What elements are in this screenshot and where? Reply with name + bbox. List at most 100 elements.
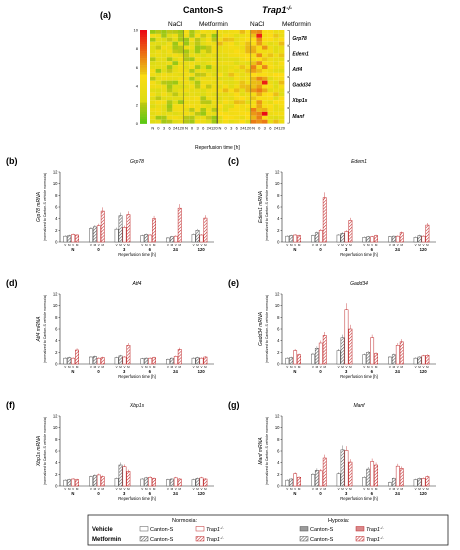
y-axis-sublabel: (normalized to Canton-S vehicle normoxia…: [265, 417, 269, 485]
colorbar-step: [140, 90, 147, 94]
heatmap-cell: [155, 100, 162, 105]
heatmap-cell: [250, 37, 257, 42]
heatmap-cell: [155, 119, 162, 124]
heatmap-cell: [228, 65, 234, 69]
heatmap-cell: [161, 30, 167, 34]
heatmap-cell: [222, 30, 229, 34]
bar-24-0: [388, 482, 392, 487]
heatmap-cell: [273, 45, 279, 50]
heatmap-gene-labels: Grp78 Edem1 Atf4 Gadd34 Xbp1s Manf: [287, 30, 311, 124]
heatmap-cell: [278, 111, 285, 116]
heatmap-cell: [256, 61, 262, 66]
heatmap-cell: [267, 80, 274, 85]
bar-treatment-label: M: [298, 243, 301, 247]
panel-title: Gadd34: [350, 281, 368, 287]
heatmap-cell: [239, 76, 246, 81]
bar-treatment-label: M: [375, 365, 378, 369]
bar-treatment-label: V: [116, 243, 118, 247]
heatmap-cell: [166, 76, 173, 81]
bar-treatment-label: V: [167, 365, 169, 369]
bar-24-2: [173, 477, 178, 487]
heatmap-cell: [273, 49, 279, 54]
bar-N-3: [297, 477, 301, 487]
bar-24-0: [166, 237, 170, 243]
heatmap-cell: [239, 61, 246, 66]
bar-0-1: [92, 475, 97, 487]
heatmap-cell: [211, 88, 218, 93]
y-axis-sublabel: (normalized to Canton-S vehicle normoxia…: [265, 173, 269, 241]
heatmap-cell: [172, 37, 178, 42]
heatmap-cell: [211, 45, 218, 50]
bar-120-2: [199, 357, 204, 365]
heatmap-cell: [211, 84, 218, 89]
heatmap-cell: [189, 108, 195, 112]
bar-N-1: [289, 235, 294, 243]
bar-treatment-label: M: [367, 487, 370, 491]
bar-treatment-label: M: [145, 365, 148, 369]
heatmap-cell: [228, 69, 234, 73]
y-axis-label: Grp78 mRNA: [36, 191, 42, 222]
colorbar-step: [140, 109, 147, 113]
bar-panel-edem1: (c) Edem1 Edem1 mRNA (normalized to Canton-…: [228, 156, 436, 257]
heatmap-cell: [222, 108, 229, 112]
x-tick-label: N: [293, 369, 296, 374]
heatmap-cell: [262, 96, 268, 101]
heatmap-cell: [172, 104, 178, 108]
heatmap-cell: [278, 49, 285, 54]
bar-24-2: [173, 356, 178, 365]
bar-24-1: [169, 236, 174, 243]
bar-treatment-label: M: [94, 365, 97, 369]
bar-treatment-label: V: [98, 365, 100, 369]
heatmap-cell: [256, 84, 262, 89]
heatmap-cell: [161, 33, 167, 38]
heatmap-cell: [200, 111, 206, 116]
bar-3-1: [118, 215, 123, 243]
bar-120-2: [199, 234, 204, 243]
bar-treatment-label: M: [204, 487, 207, 491]
group-label-trap-name: Trap1: [262, 5, 286, 15]
heatmap-cell: [262, 111, 268, 116]
heatmap-cell: [239, 72, 246, 77]
heatmap-cell: [228, 76, 234, 81]
legend: Normoxia: Hypoxia: Vehicle Metformin Can…: [87, 514, 449, 546]
heatmap-cell: [278, 88, 285, 93]
bar-treatment-label: M: [316, 365, 319, 369]
bar-treatment-label: V: [149, 365, 151, 369]
bar-treatment-label: V: [320, 243, 322, 247]
bar-treatment-label: V: [338, 365, 340, 369]
heatmap-cell: [267, 65, 274, 69]
bar-treatment-label: M: [145, 243, 148, 247]
colorbar-step: [140, 118, 147, 122]
heatmap-cell: [217, 76, 223, 81]
heatmap-cell: [234, 88, 240, 93]
heatmap-cell: [189, 45, 195, 50]
heatmap-cell: [178, 100, 184, 105]
heatmap-cell: [150, 57, 156, 62]
heatmap-cell: [200, 45, 206, 50]
heatmap-cell: [183, 84, 190, 89]
heatmap-cell: [194, 41, 201, 46]
bar-treatment-label: M: [101, 365, 104, 369]
y-tick-label: 8: [55, 437, 58, 442]
y-tick-label: 6: [55, 449, 58, 454]
heatmap-cell: [194, 72, 201, 77]
bar-treatment-label: V: [312, 243, 314, 247]
y-tick-label: 4: [277, 216, 280, 221]
bar-treatment-label: M: [196, 487, 199, 491]
heatmap-col-label: 6: [202, 126, 205, 131]
colorbar-step: [140, 37, 147, 40]
bar-treatment-label: M: [204, 243, 207, 247]
treatment-label-metformin-1: Metformin: [199, 21, 228, 28]
heatmap-cell: [183, 61, 190, 66]
bar-treatment-label: V: [312, 487, 314, 491]
y-axis-label: Manf mRNA: [258, 437, 264, 465]
y-axis-sublabel: (normalized to Canton-S vehicle normoxia…: [265, 295, 269, 363]
heatmap-cell: [217, 30, 223, 34]
heatmap-cell: [278, 41, 285, 46]
x-tick-label: 6: [371, 247, 374, 252]
heatmap-cell: [245, 88, 251, 93]
bar-treatment-label: M: [119, 243, 122, 247]
colorbar-tick: 4: [136, 84, 139, 89]
bar-treatment-label: M: [426, 243, 429, 247]
heatmap-cell: [211, 100, 218, 105]
